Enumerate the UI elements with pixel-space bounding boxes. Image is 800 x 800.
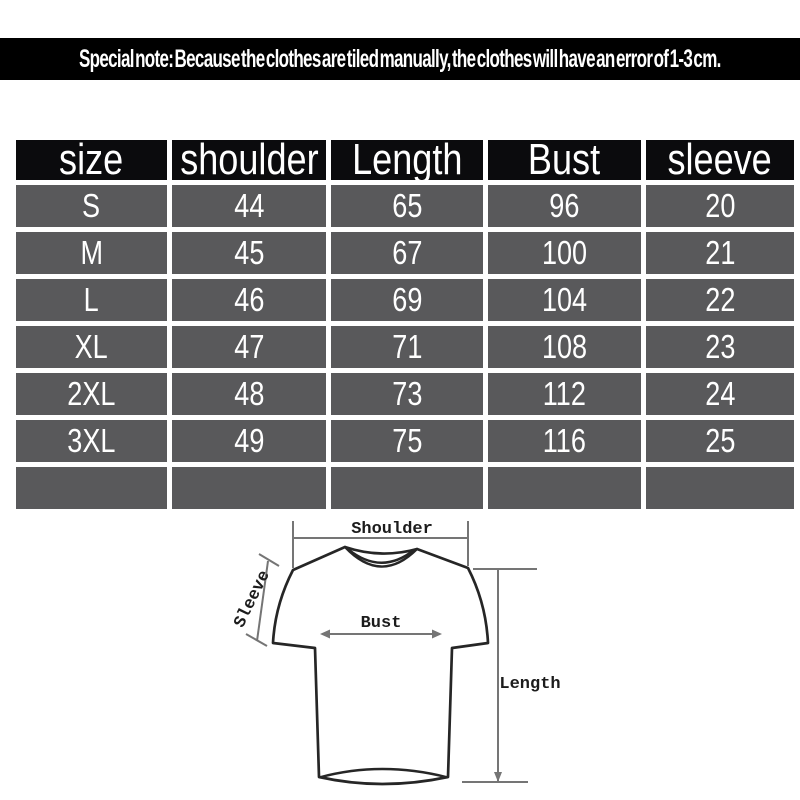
table-cell: M [16,232,167,274]
table-cell-text: 2XL [67,375,116,412]
table-cell: 23 [646,326,794,368]
header-cell: Length [331,140,483,180]
table-cell-text: 75 [391,422,423,459]
table-cell: 69 [331,279,483,321]
header-cell: sleeve [646,140,794,180]
size-table: size shoulder Length Bust sleeve S 44 65 96 20 M 45… [16,140,794,509]
table-cell-text: 22 [704,281,736,318]
table-cell-text: 116 [542,422,587,459]
header-cell: Bust [488,140,641,180]
table-cell-text: 25 [704,422,736,459]
table-cell: 24 [646,373,794,415]
table-cell-text: 108 [541,328,588,365]
table-cell-text: 69 [391,281,423,318]
table-cell: 22 [646,279,794,321]
table-cell-text: 112 [542,375,587,412]
table-cell-text: XL [74,328,109,365]
header-cell: size [16,140,167,180]
table-cell-text: 73 [391,375,423,412]
table-cell-text: 3XL [67,422,116,459]
sleeve-label: Sleeve [231,568,275,631]
bust-measure-line [320,629,442,639]
shoulder-measure-line [292,521,469,568]
header-cell-text: Length [351,140,463,180]
table-cell: 47 [172,326,326,368]
table-cell-text: 104 [541,281,588,318]
table-cell-text: 48 [233,375,265,412]
table-cell: 67 [331,232,483,274]
table-cell-text: 21 [704,234,736,271]
table-cell: 2XL [16,373,167,415]
table-cell-text: 45 [233,234,265,271]
table-cell: 25 [646,420,794,462]
sleeve-measure-line [245,553,280,647]
table-cell-text: 46 [233,281,265,318]
table-cell-text: L [83,281,100,318]
header-cell-text: sleeve [667,140,773,180]
table-cell: 46 [172,279,326,321]
table-cell: S [16,185,167,227]
table-cell: 65 [331,185,483,227]
table-cell [172,467,326,509]
table-cell: 48 [172,373,326,415]
shoulder-label: Shoulder [351,520,433,539]
table-cell: XL [16,326,167,368]
tshirt-measurement-diagram: Shoulder Sleeve Bust Length [220,505,600,800]
table-cell-text: 49 [233,422,265,459]
special-note-banner: Special note: Because the clothes are ti… [0,38,800,80]
table-cell: 116 [488,420,641,462]
table-cell-text: 96 [549,187,580,224]
table-cell: 44 [172,185,326,227]
table-cell: 75 [331,420,483,462]
table-cell-text: 24 [704,375,736,412]
table-cell-text: 23 [704,328,736,365]
header-cell-text: size [59,140,124,180]
table-cell: 49 [172,420,326,462]
table-cell-text: S [82,187,101,224]
table-cell: 71 [331,326,483,368]
length-measure-line [462,568,537,783]
bust-label: Bust [361,614,402,633]
table-cell-text: 44 [233,187,265,224]
table-cell-text: 20 [704,187,736,224]
header-cell-text: Bust [528,140,601,180]
table-cell: 21 [646,232,794,274]
special-note-text: Special note: Because the clothes are ti… [79,44,721,73]
table-cell-text: 100 [541,234,588,271]
table-cell [646,467,794,509]
table-cell [488,467,641,509]
table-cell: 73 [331,373,483,415]
length-label: Length [499,675,560,694]
header-cell: shoulder [172,140,326,180]
header-cell-text: shoulder [179,140,319,180]
table-cell: 20 [646,185,794,227]
table-cell: 104 [488,279,641,321]
table-cell-text: 47 [233,328,265,365]
table-cell-text: 71 [391,328,423,365]
table-cell: 45 [172,232,326,274]
table-cell: 112 [488,373,641,415]
table-cell: 96 [488,185,641,227]
tshirt-outline-icon [271,545,490,786]
table-cell-text: M [80,234,103,271]
table-cell [16,467,167,509]
table-cell-text: 67 [391,234,423,271]
table-cell: 108 [488,326,641,368]
table-cell-text: 65 [391,187,423,224]
table-cell: 100 [488,232,641,274]
table-cell: L [16,279,167,321]
table-cell [331,467,483,509]
table-cell: 3XL [16,420,167,462]
